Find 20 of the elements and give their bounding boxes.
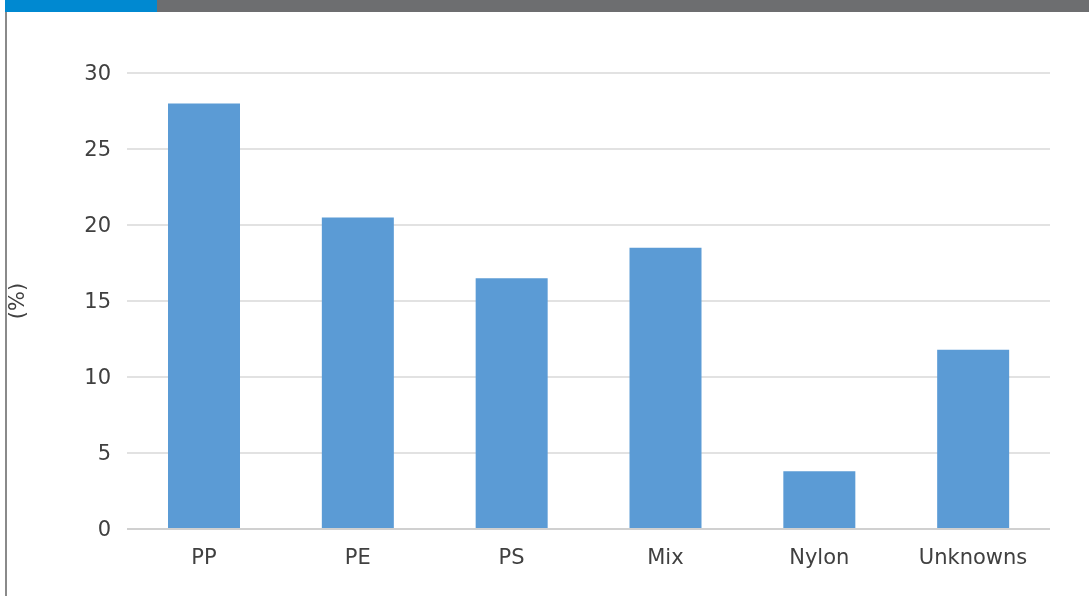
y-tick-label: 30 (84, 61, 111, 86)
x-tick-label: Nylon (789, 544, 850, 569)
y-tick-label: 0 (97, 517, 111, 542)
y-tick-label: 20 (84, 213, 111, 238)
x-tick-label: Mix (647, 544, 684, 569)
bar (937, 349, 1010, 529)
bar (783, 471, 856, 529)
y-axis-title: (%) (5, 282, 30, 320)
bar (321, 217, 394, 529)
y-tick-label: 10 (84, 365, 111, 390)
x-tick-label: PS (498, 544, 525, 569)
x-tick-label: PP (191, 544, 217, 569)
bar (475, 278, 548, 529)
x-tick-label: Unknowns (918, 544, 1028, 569)
y-tick-label: 15 (84, 289, 111, 314)
x-tick-label: PE (344, 544, 371, 569)
y-tick-label: 5 (97, 441, 111, 466)
y-tick-label: 25 (84, 137, 111, 162)
bar (168, 103, 240, 529)
bar (629, 247, 702, 529)
